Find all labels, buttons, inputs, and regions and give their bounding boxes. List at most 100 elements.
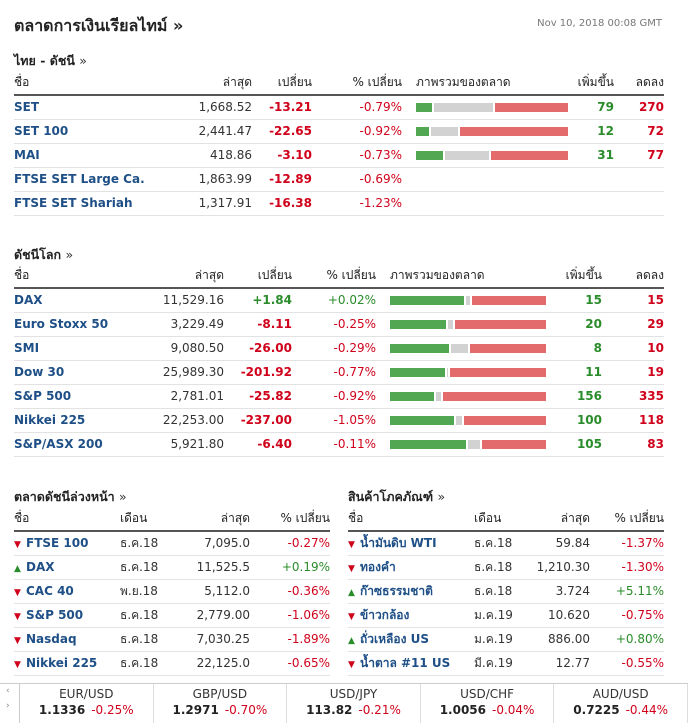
table-row[interactable]: Euro Stoxx 50 3,229.49 -8.11 -0.25% 20 29	[14, 312, 664, 337]
instrument-name-cell[interactable]: ▲ DAX	[14, 555, 120, 580]
instrument-name-cell[interactable]: ▼ ทองคำ	[348, 555, 474, 580]
futures-more-link[interactable]: »	[119, 489, 127, 504]
market-breadth-cell	[402, 143, 568, 168]
fx-quote[interactable]: USD/CHF 1.0056 -0.04%	[421, 684, 555, 723]
fx-quote[interactable]: AUD/USD 0.7225 -0.44%	[554, 684, 688, 723]
index-name-link[interactable]: S&P 500	[14, 384, 144, 409]
fx-pair-name[interactable]: EUR/USD	[59, 687, 114, 701]
index-name-link[interactable]: Nikkei 225	[14, 408, 144, 433]
last-price: 7,030.25	[182, 627, 250, 652]
table-row[interactable]: ▼ CAC 40 พ.ย.18 5,112.0 -0.36%	[14, 579, 330, 604]
instrument-name-cell[interactable]: ▼ ข้าวกล้อง	[348, 603, 474, 628]
market-breadth-bar	[390, 439, 546, 449]
contract-month: ธ.ค.18	[120, 651, 182, 676]
instrument-name-cell[interactable]: ▼ FTSE 100	[14, 531, 120, 556]
table-row[interactable]: S&P/ASX 200 5,921.80 -6.40 -0.11% 105 83	[14, 432, 664, 457]
instrument-name-cell[interactable]: ▲ ถั่วเหลือง US	[348, 627, 474, 652]
fx-pair-name[interactable]: USD/JPY	[329, 687, 378, 701]
table-row[interactable]: ▲ ถั่วเหลือง US ม.ค.19 886.00 +0.80%	[348, 627, 664, 652]
index-name-link[interactable]: SET 100	[14, 119, 174, 144]
instrument-name-link[interactable]: ข้าวกล้อง	[360, 607, 410, 622]
index-name-link[interactable]: S&P/ASX 200	[14, 432, 144, 457]
declining-segment	[442, 391, 546, 401]
futures-section-title[interactable]: ตลาดดัชนีล่วงหน้า »	[14, 487, 127, 507]
instrument-name-link[interactable]: FTSE 100	[26, 536, 89, 551]
instrument-name-link[interactable]: DAX	[26, 560, 55, 574]
advancing-segment	[416, 126, 430, 136]
fx-quote[interactable]: USD/JPY 113.82 -0.21%	[287, 684, 421, 723]
commodities-section-title[interactable]: สินค้าโภคภัณฑ์ »	[348, 487, 445, 507]
index-name-link[interactable]: Euro Stoxx 50	[14, 312, 144, 337]
declining-count: 29	[602, 312, 664, 337]
page-title[interactable]: ตลาดการเงินเรียลไทม์ »	[14, 16, 184, 35]
column-header: เปลี่ยน	[252, 71, 312, 96]
instrument-name-link[interactable]: CAC 40	[26, 584, 74, 598]
instrument-name-cell[interactable]: ▲ ก๊าซธรรมชาติ	[348, 579, 474, 604]
table-row[interactable]: ▼ Nikkei 225 ธ.ค.18 22,125.0 -0.65%	[14, 651, 330, 676]
declining-count: 118	[602, 408, 664, 433]
fx-prev-icon[interactable]: ‹	[6, 686, 10, 696]
fx-quote[interactable]: GBP/USD 1.2971 -0.70%	[154, 684, 288, 723]
table-row[interactable]: Nikkei 225 22,253.00 -237.00 -1.05% 100 118	[14, 408, 664, 433]
world-more-link[interactable]: »	[65, 247, 74, 262]
unchanged-segment	[455, 415, 462, 425]
table-row[interactable]: DAX 11,529.16 +1.84 +0.02% 15 15	[14, 288, 664, 313]
table-row[interactable]: ▲ ก๊าซธรรมชาติ ธ.ค.18 3.724 +5.11%	[348, 579, 664, 604]
instrument-name-link[interactable]: ก๊าซธรรมชาติ	[360, 583, 433, 598]
instrument-name-cell[interactable]: ▼ น้ำตาล #11 US	[348, 651, 474, 676]
index-name-link[interactable]: DAX	[14, 288, 144, 313]
instrument-name-cell[interactable]: ▼ Nikkei 225	[14, 651, 120, 676]
instrument-name-link[interactable]: น้ำตาล #11 US	[360, 655, 451, 670]
table-row[interactable]: ▼ S&P 500 ธ.ค.18 2,779.00 -1.06%	[14, 603, 330, 628]
table-row[interactable]: S&P 500 2,781.01 -25.82 -0.92% 156 335	[14, 384, 664, 409]
fx-pair-name[interactable]: USD/CHF	[460, 687, 515, 701]
column-header: % เปลี่ยน	[292, 264, 376, 289]
table-row[interactable]: ▲ DAX ธ.ค.18 11,525.5 +0.19%	[14, 555, 330, 580]
world-section-title[interactable]: ดัชนีโลก »	[14, 245, 73, 265]
index-name-link[interactable]: Dow 30	[14, 360, 144, 385]
column-header: ล่าสุด	[182, 507, 250, 532]
table-row[interactable]: ▼ FTSE 100 ธ.ค.18 7,095.0 -0.27%	[14, 531, 330, 556]
advancing-segment	[390, 295, 465, 305]
index-name-link[interactable]: FTSE SET Large Ca.	[14, 167, 174, 192]
thai-section-title[interactable]: ไทย - ดัชนี »	[14, 51, 87, 71]
table-row[interactable]: ▼ Nasdaq ธ.ค.18 7,030.25 -1.89%	[14, 627, 330, 652]
fx-pair-name[interactable]: GBP/USD	[192, 687, 248, 701]
table-row[interactable]: SMI 9,080.50 -26.00 -0.29% 8 10	[14, 336, 664, 361]
instrument-name-cell[interactable]: ▼ Nasdaq	[14, 627, 120, 652]
table-row[interactable]: MAI 418.86 -3.10 -0.73% 31 77	[14, 143, 664, 168]
index-name-link[interactable]: MAI	[14, 143, 174, 168]
index-name-link[interactable]: SET	[14, 95, 174, 120]
instrument-name-cell[interactable]: ▼ น้ำมันดิบ WTI	[348, 531, 474, 556]
instrument-name-cell[interactable]: ▼ S&P 500	[14, 603, 120, 628]
table-row[interactable]: SET 1,668.52 -13.21 -0.79% 79 270	[14, 95, 664, 120]
fx-quote[interactable]: EUR/USD 1.1336 -0.25%	[20, 684, 154, 723]
fx-next-icon[interactable]: ›	[6, 701, 10, 711]
table-row[interactable]: ▼ น้ำมันดิบ WTI ธ.ค.18 59.84 -1.37%	[348, 531, 664, 556]
fx-rate: 1.0056	[439, 703, 486, 717]
fx-pair-name[interactable]: AUD/USD	[592, 687, 649, 701]
table-row[interactable]: ▼ ข้าวกล้อง ม.ค.19 10.620 -0.75%	[348, 603, 664, 628]
unchanged-segment	[468, 439, 481, 449]
advancing-count: 20	[546, 312, 602, 337]
instrument-name-link[interactable]: ถั่วเหลือง US	[360, 631, 429, 646]
instrument-name-link[interactable]: ทองคำ	[360, 559, 396, 574]
table-row[interactable]: ▼ น้ำตาล #11 US มี.ค.19 12.77 -0.55%	[348, 651, 664, 676]
instrument-name-link[interactable]: น้ำมันดิบ WTI	[360, 535, 437, 550]
instrument-name-cell[interactable]: ▼ CAC 40	[14, 579, 120, 604]
instrument-name-link[interactable]: Nikkei 225	[26, 656, 98, 670]
change-percent: -0.11%	[292, 432, 376, 457]
index-name-link[interactable]: SMI	[14, 336, 144, 361]
change-percent: +0.02%	[292, 288, 376, 313]
thai-more-link[interactable]: »	[79, 53, 87, 68]
instrument-name-link[interactable]: Nasdaq	[26, 632, 77, 646]
table-row[interactable]: FTSE SET Shariah 1,317.91 -16.38 -1.23%	[14, 191, 664, 216]
commodities-more-link[interactable]: »	[437, 489, 446, 504]
table-row[interactable]: ▼ ทองคำ ธ.ค.18 1,210.30 -1.30%	[348, 555, 664, 580]
change-percent: -0.36%	[250, 579, 330, 604]
table-row[interactable]: SET 100 2,441.47 -22.65 -0.92% 12 72	[14, 119, 664, 144]
table-row[interactable]: Dow 30 25,989.30 -201.92 -0.77% 11 19	[14, 360, 664, 385]
instrument-name-link[interactable]: S&P 500	[26, 608, 84, 622]
index-name-link[interactable]: FTSE SET Shariah	[14, 191, 174, 216]
table-row[interactable]: FTSE SET Large Ca. 1,863.99 -12.89 -0.69%	[14, 167, 664, 192]
